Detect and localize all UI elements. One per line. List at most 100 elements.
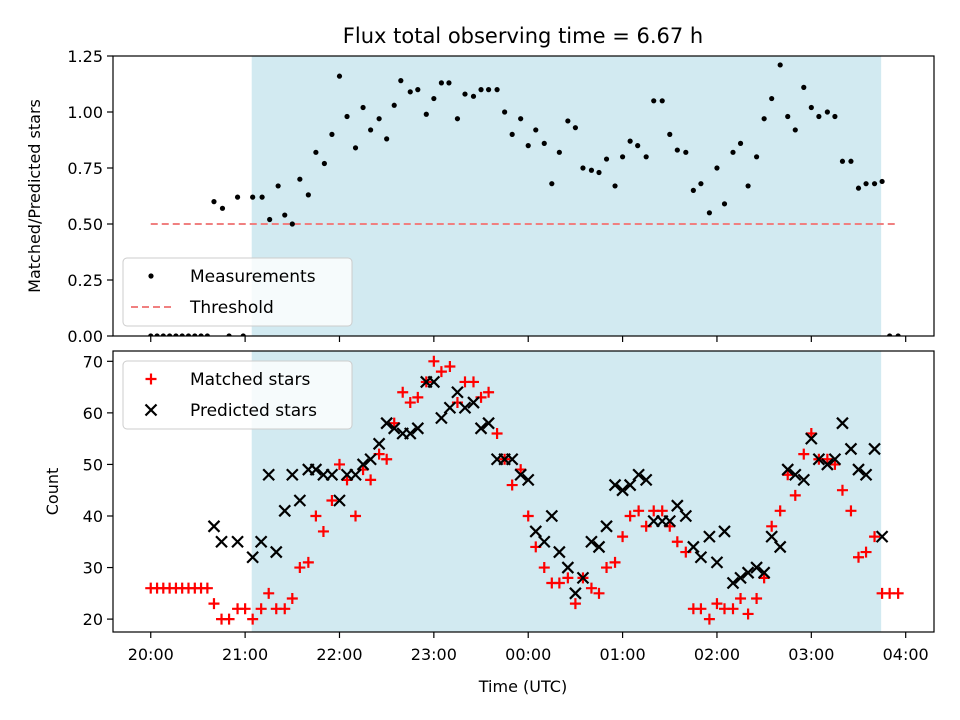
measurements-point bbox=[275, 183, 281, 189]
predicted-stars-point bbox=[467, 396, 480, 409]
data-layer bbox=[145, 355, 904, 625]
measurements-point bbox=[612, 183, 618, 189]
predicted-stars-point bbox=[687, 540, 700, 554]
measurements-point bbox=[855, 185, 862, 191]
measurements-point bbox=[250, 194, 256, 200]
matched-stars-point bbox=[467, 376, 479, 388]
matched-stars-point bbox=[286, 592, 298, 604]
measurements-point bbox=[384, 136, 390, 142]
predicted-stars-point bbox=[545, 509, 559, 523]
matched-stars-point bbox=[294, 562, 306, 574]
matched-stars-point bbox=[836, 484, 848, 496]
predicted-stars-point bbox=[246, 550, 259, 564]
matched-stars-point bbox=[695, 603, 707, 615]
x-axis-label: Time (UTC) bbox=[478, 677, 567, 696]
measurements-point bbox=[730, 149, 736, 155]
matched-stars-point bbox=[727, 603, 739, 615]
measurements-point bbox=[234, 194, 241, 200]
x-tick-label: 22:00 bbox=[316, 645, 362, 664]
x-tick-label: 00:00 bbox=[505, 645, 551, 664]
predicted-stars-point bbox=[349, 468, 362, 482]
predicted-stars-point bbox=[844, 442, 858, 456]
predicted-stars-point bbox=[443, 401, 457, 414]
measurements-point bbox=[533, 127, 539, 133]
x-tick-label: 20:00 bbox=[128, 645, 174, 664]
matched-stars-point bbox=[279, 603, 291, 615]
predicted-stars-point bbox=[529, 525, 543, 538]
measurements-point bbox=[871, 181, 878, 187]
predicted-stars-point bbox=[600, 520, 613, 533]
measurements-point bbox=[596, 169, 602, 176]
predicted-stars-point bbox=[474, 422, 488, 435]
measurements-point bbox=[431, 95, 437, 102]
matched-stars-point bbox=[711, 598, 723, 610]
matched-stars-point bbox=[789, 489, 801, 501]
matched-stars-point bbox=[774, 505, 786, 517]
matched-stars-point bbox=[435, 366, 447, 378]
measurements-point bbox=[565, 118, 571, 124]
x-tick-label: 02:00 bbox=[694, 645, 740, 664]
measurements-point bbox=[737, 140, 744, 146]
predicted-stars-point bbox=[585, 535, 598, 549]
data-layer bbox=[148, 62, 901, 336]
matched-stars-point bbox=[703, 613, 715, 625]
predicted-stars-point bbox=[411, 422, 425, 435]
predicted-stars-point bbox=[608, 478, 622, 492]
measurements-point bbox=[192, 333, 198, 336]
predicted-stars-point bbox=[269, 545, 283, 559]
predicted-stars-point bbox=[632, 468, 645, 482]
measurements-point bbox=[313, 149, 319, 155]
matched-stars-point bbox=[412, 391, 424, 403]
observing-window-band bbox=[251, 351, 882, 632]
matched-stars-point bbox=[326, 495, 338, 507]
predicted-stars-point bbox=[703, 530, 716, 543]
measurements-point bbox=[690, 187, 696, 193]
matched-stars-point bbox=[593, 587, 605, 599]
measurements-point bbox=[580, 165, 586, 171]
matched-stars-point bbox=[302, 556, 314, 568]
predicted-stars-point bbox=[852, 463, 865, 476]
matched-stars-point bbox=[845, 505, 857, 517]
measurements-point bbox=[714, 165, 720, 171]
predicted-stars-point bbox=[875, 530, 889, 543]
measurements-point bbox=[360, 104, 366, 111]
measurements-point bbox=[769, 95, 775, 102]
observing-window-band bbox=[251, 56, 882, 336]
predicted-stars-point bbox=[482, 416, 495, 430]
measurements-point bbox=[211, 199, 217, 205]
chart-title: Flux total observing time = 6.67 h bbox=[343, 24, 703, 48]
measurements-point bbox=[785, 113, 791, 120]
measurements-point bbox=[494, 87, 500, 93]
measurements-point bbox=[674, 147, 680, 153]
measurements-point bbox=[745, 183, 751, 189]
predicted-stars-point bbox=[821, 458, 834, 471]
matched-stars-point bbox=[223, 613, 235, 625]
matched-stars-point bbox=[404, 397, 416, 409]
y-tick-label: 0.50 bbox=[67, 215, 103, 234]
y-tick-label: 1.25 bbox=[67, 47, 103, 66]
predicted-stars-point bbox=[797, 473, 811, 487]
matched-stars-point bbox=[506, 479, 518, 491]
predicted-stars-point bbox=[286, 468, 299, 482]
matched-stars-point bbox=[735, 592, 747, 604]
predicted-stars-point bbox=[521, 473, 535, 487]
measurements-point bbox=[329, 131, 335, 137]
y-tick-label: 40 bbox=[83, 507, 103, 526]
ratio-panel: 0.00 0.25 0.50 0.75 1.00 1.25 Matched/Predicte… bbox=[25, 47, 935, 346]
predicted-stars-point bbox=[262, 468, 275, 482]
measurements-point bbox=[603, 156, 610, 162]
predicted-stars-point bbox=[805, 432, 818, 445]
y-tick-label: 0.75 bbox=[67, 159, 103, 178]
measurements-point bbox=[185, 333, 192, 336]
matched-stars-point bbox=[617, 531, 629, 543]
measurements-point bbox=[572, 125, 579, 131]
matched-stars-point bbox=[798, 448, 810, 460]
matched-stars-point bbox=[317, 525, 329, 537]
matched-stars-point bbox=[633, 505, 645, 517]
measurements-point bbox=[305, 192, 311, 198]
predicted-stars-point bbox=[569, 587, 582, 600]
measurements-point bbox=[761, 116, 767, 122]
legend-box bbox=[122, 257, 353, 327]
matched-stars-point bbox=[483, 386, 495, 398]
x-tick-label: 23:00 bbox=[411, 645, 457, 664]
